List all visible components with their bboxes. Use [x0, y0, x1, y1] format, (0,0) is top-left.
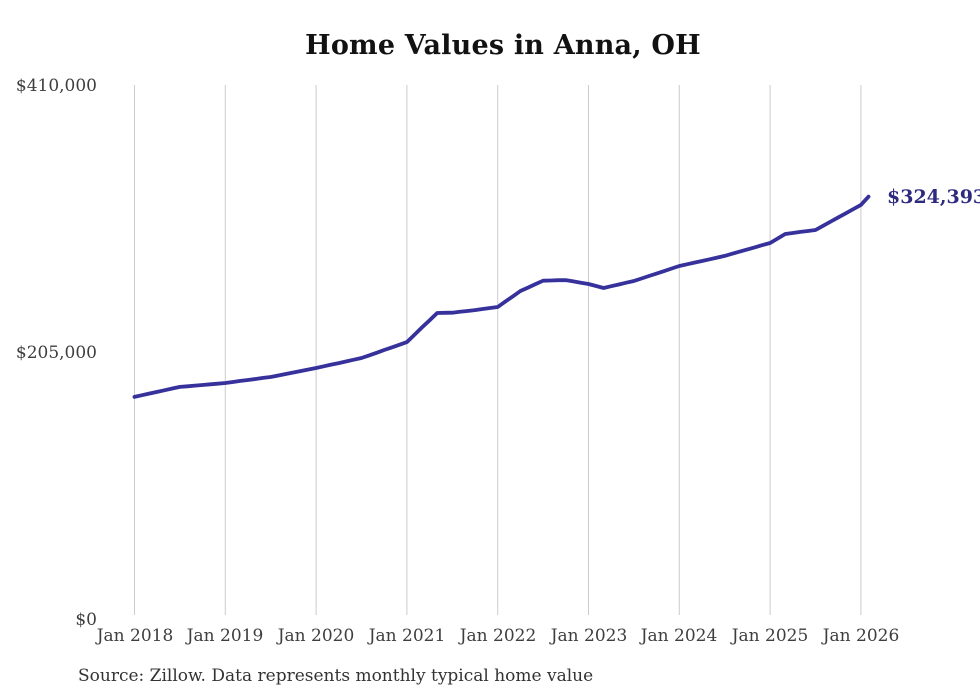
x-tick-label-2021: Jan 2021 — [368, 626, 446, 646]
x-tick-label-2024: Jan 2024 — [640, 626, 718, 646]
x-tick-label-2019: Jan 2019 — [186, 626, 264, 646]
y-tick-label-205000: $205,000 — [15, 343, 97, 363]
home-value-line — [132, 194, 871, 399]
x-tick-label-2025: Jan 2025 — [731, 626, 809, 646]
x-tick-label-2023: Jan 2023 — [550, 626, 628, 646]
x-tick-label-2020: Jan 2020 — [277, 626, 355, 646]
x-tick-label-2018: Jan 2018 — [96, 626, 174, 646]
x-tick-label-2026: Jan 2026 — [822, 626, 900, 646]
latest-value-label: $324,393 — [887, 185, 980, 208]
source-note: Source: Zillow. Data represents monthly … — [78, 666, 594, 686]
gridlines — [134, 85, 862, 615]
x-tick-label-2022: Jan 2022 — [459, 626, 537, 646]
y-tick-label-410000: $410,000 — [15, 76, 97, 96]
chart-title: Home Values in Anna, OH — [305, 30, 701, 61]
y-tick-label-0: $0 — [75, 610, 97, 630]
